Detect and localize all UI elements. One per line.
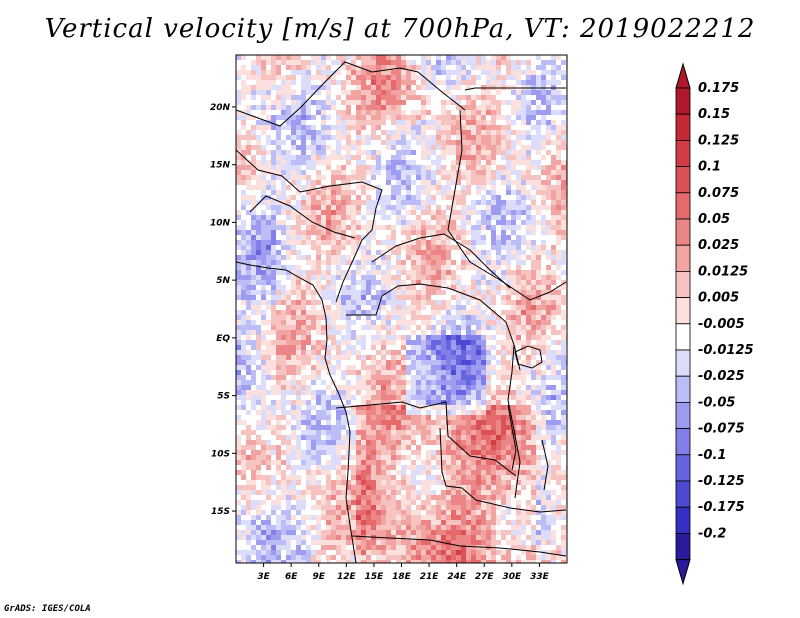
lat-tick-label: 15N bbox=[210, 161, 231, 171]
colorbar-label: 0.05 bbox=[698, 212, 730, 227]
colorbar-swatch bbox=[675, 87, 691, 115]
colorbar-swatch bbox=[675, 218, 691, 246]
colorbar-label: -0.125 bbox=[698, 474, 745, 489]
lon-tick-label: 24E bbox=[447, 572, 467, 582]
colorbar-label: 0.175 bbox=[698, 81, 739, 96]
colorbar-swatch bbox=[675, 349, 691, 377]
border-sudan bbox=[447, 109, 567, 301]
border-zambia bbox=[351, 535, 567, 557]
colorbar-bottom-triangle bbox=[675, 559, 691, 586]
colorbar-top-triangle bbox=[675, 62, 691, 89]
grads-credit: GrADS: IGES/COLA bbox=[4, 604, 91, 614]
colorbar-label: 0.005 bbox=[698, 291, 739, 306]
border-angola bbox=[439, 427, 567, 513]
lon-tick-label: 3E bbox=[257, 572, 270, 582]
lat-tick-label: 5S bbox=[217, 392, 230, 402]
colorbar-label: 0.1 bbox=[698, 160, 721, 175]
colorbar-label: 0.15 bbox=[698, 107, 730, 122]
colorbar-swatch bbox=[675, 454, 691, 482]
colorbar-swatch bbox=[675, 244, 691, 272]
border-drc-south bbox=[335, 401, 517, 477]
lon-tick-label: 27E bbox=[475, 572, 495, 582]
colorbar-label: -0.05 bbox=[698, 395, 735, 410]
lat-tick-label: 5N bbox=[216, 276, 230, 286]
border-car bbox=[371, 233, 511, 289]
colorbar-label: -0.0125 bbox=[698, 343, 754, 358]
colorbar-swatch bbox=[675, 375, 691, 403]
longitude-axis: 3E 6E 9E 12E 15E 18E 21E 24E 27E 30E 33E bbox=[257, 563, 550, 582]
border-west bbox=[236, 149, 301, 193]
colorbar-label: -0.025 bbox=[698, 369, 745, 384]
lat-tick-label: 10N bbox=[210, 218, 231, 228]
colorbar-label: 0.075 bbox=[698, 186, 739, 201]
colorbar-swatch bbox=[675, 480, 691, 508]
colorbar-swatch bbox=[675, 506, 691, 534]
lon-tick-label: 33E bbox=[530, 572, 550, 582]
lat-tick-label: EQ bbox=[216, 334, 230, 344]
colorbar-swatch bbox=[675, 270, 691, 298]
border-lake-chad bbox=[335, 229, 373, 303]
border-sahel bbox=[236, 61, 466, 127]
lat-tick-label: 20N bbox=[210, 103, 231, 113]
coastline bbox=[236, 261, 357, 563]
lake-victoria bbox=[514, 345, 543, 369]
colorbar-label: -0.175 bbox=[698, 500, 745, 515]
border-nigeria bbox=[249, 195, 356, 239]
lon-tick-label: 15E bbox=[365, 572, 385, 582]
colorbar-label: -0.2 bbox=[698, 526, 726, 541]
lon-tick-label: 12E bbox=[337, 572, 357, 582]
colorbar-swatch bbox=[675, 139, 691, 167]
plot-title: Vertical velocity [m/s] at 700hPa, VT: 2… bbox=[44, 14, 756, 44]
lon-tick-label: 21E bbox=[420, 572, 440, 582]
colorbar-swatch bbox=[675, 113, 691, 141]
border-north bbox=[299, 181, 383, 231]
colorbar-swatch bbox=[675, 297, 691, 325]
colorbar: 0.175 0.15 0.125 0.1 0.075 0.05 0.025 0.0125 0.0… bbox=[675, 62, 754, 586]
lon-tick-label: 6E bbox=[285, 572, 298, 582]
colorbar-label: -0.1 bbox=[698, 448, 726, 463]
lon-tick-label: 30E bbox=[502, 572, 522, 582]
colorbar-label: -0.075 bbox=[698, 422, 745, 437]
colorbar-swatch bbox=[675, 323, 691, 351]
velocity-field bbox=[236, 55, 567, 563]
lat-tick-label: 10S bbox=[211, 449, 230, 459]
colorbar-label: -0.005 bbox=[698, 317, 745, 332]
border-libya bbox=[464, 87, 566, 91]
colorbar-swatch bbox=[675, 166, 691, 194]
colorbar-swatch bbox=[675, 428, 691, 456]
colorbar-swatch bbox=[675, 401, 691, 429]
border-congo bbox=[346, 283, 521, 371]
lake-malawi bbox=[541, 439, 549, 491]
colorbar-swatch bbox=[675, 192, 691, 220]
border-drc-east bbox=[507, 344, 521, 499]
colorbar-swatch bbox=[675, 533, 691, 561]
latitude-axis: 20N 15N 10N 5N EQ 5S 10S 15S bbox=[210, 103, 236, 517]
lat-tick-label: 15S bbox=[211, 507, 230, 517]
colorbar-label: 0.125 bbox=[698, 133, 739, 148]
colorbar-label: 0.0125 bbox=[698, 264, 748, 279]
colorbar-label: 0.025 bbox=[698, 238, 739, 253]
lon-tick-label: 18E bbox=[392, 572, 412, 582]
country-borders bbox=[236, 61, 567, 563]
lake-tanganyika bbox=[507, 404, 517, 471]
lon-tick-label: 9E bbox=[313, 572, 326, 582]
